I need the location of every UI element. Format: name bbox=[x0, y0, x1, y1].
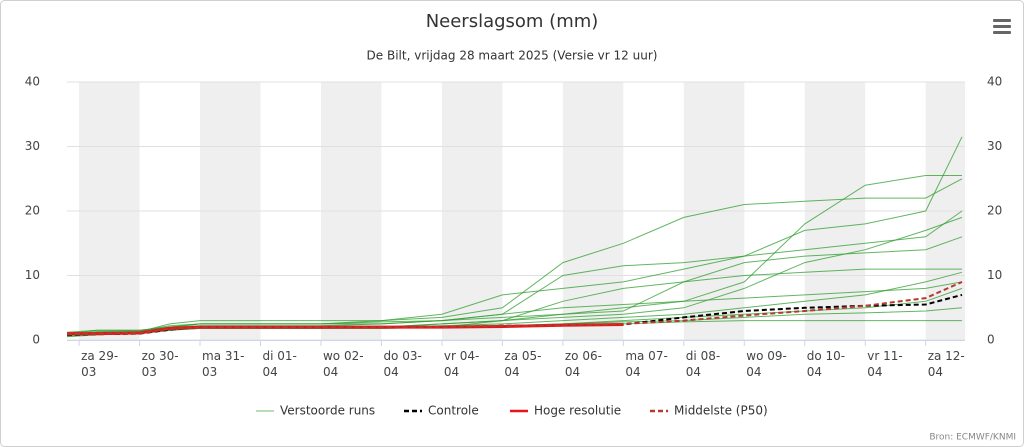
y-tick-label: 30 bbox=[25, 139, 40, 153]
menu-bar bbox=[993, 19, 1011, 22]
x-tick-label: do 03-04 bbox=[383, 349, 422, 379]
x-tick-label: za 29-03 bbox=[81, 349, 119, 379]
y-tick-label: 0 bbox=[32, 333, 40, 347]
y2-tick-label: 30 bbox=[987, 139, 1002, 153]
x-tick-label: zo 06-04 bbox=[564, 349, 602, 379]
legend-item[interactable]: Controle bbox=[404, 404, 479, 418]
ensemble-line bbox=[66, 236, 963, 335]
x-tick-label: vr 04-04 bbox=[443, 349, 480, 379]
x-tick-label: za 05-04 bbox=[504, 349, 542, 379]
x-tick-label: di 08-04 bbox=[685, 349, 721, 379]
legend: Verstoorde runs Controle Hoge resolutie Mid… bbox=[256, 404, 768, 418]
x-tick-label: wo 02-04 bbox=[322, 349, 364, 379]
legend-item[interactable]: Middelste (P50) bbox=[650, 404, 768, 418]
y-tick-label: 40 bbox=[25, 75, 40, 89]
legend-label: Hoge resolutie bbox=[534, 404, 621, 418]
lines bbox=[66, 136, 963, 338]
y2-tick-label: 0 bbox=[987, 333, 995, 347]
chart-subtitle: De Bilt, vrijdag 28 maart 2025 (Versie v… bbox=[367, 49, 658, 63]
x-tick-label: ma 31-03 bbox=[202, 349, 245, 379]
y2-tick-label: 40 bbox=[987, 75, 1002, 89]
ensemble-line bbox=[66, 178, 963, 335]
legend-item[interactable]: Hoge resolutie bbox=[510, 404, 621, 418]
y2-tick-label: 10 bbox=[987, 268, 1002, 282]
legend-label: Middelste (P50) bbox=[674, 404, 768, 418]
x-tick-label: za 12-04 bbox=[927, 349, 965, 379]
series-line bbox=[66, 280, 963, 336]
x-tick-label: wo 09-04 bbox=[746, 349, 787, 379]
menu-bar bbox=[993, 31, 1011, 34]
x-tick-label: zo 30-03 bbox=[141, 349, 179, 379]
menu-button[interactable] bbox=[993, 19, 1011, 34]
day-bands bbox=[79, 82, 965, 340]
credits: Bron: ECMWF/KNMI bbox=[929, 433, 1016, 443]
legend-item[interactable]: Verstoorde runs bbox=[256, 404, 375, 418]
y2-tick-label: 20 bbox=[987, 204, 1002, 218]
grid: 0 10 20 30 40 0 10 20 30 40 bbox=[25, 75, 1003, 347]
chart-title: Neerslagsom (mm) bbox=[426, 11, 599, 32]
x-tick-label: ma 07-04 bbox=[625, 349, 668, 379]
x-tick-label: vr 11-04 bbox=[867, 349, 903, 379]
y-tick-label: 20 bbox=[25, 204, 40, 218]
x-tick-label: di 01-04 bbox=[262, 349, 297, 379]
x-tick-label: do 10-04 bbox=[806, 349, 846, 379]
legend-label: Controle bbox=[428, 404, 479, 418]
y-tick-label: 10 bbox=[25, 268, 40, 282]
menu-bar bbox=[993, 25, 1011, 28]
legend-label: Verstoorde runs bbox=[280, 404, 375, 418]
